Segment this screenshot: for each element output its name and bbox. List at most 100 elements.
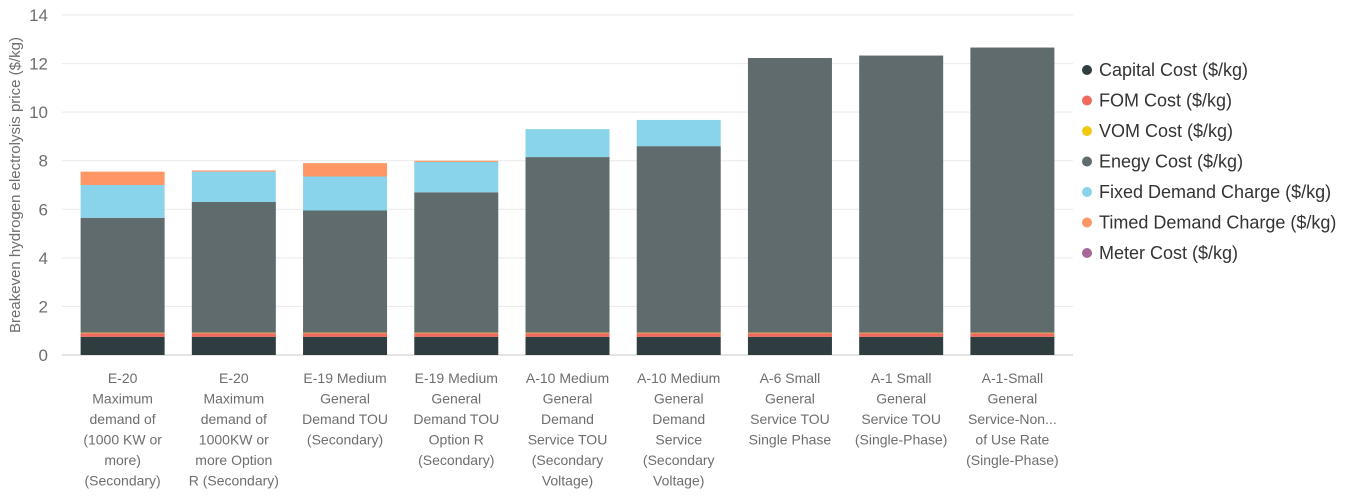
x-tick-label-line: Demand <box>652 411 705 427</box>
x-tick-label-line: Service TOU <box>528 432 608 448</box>
legend-label: Meter Cost ($/kg) <box>1099 243 1238 263</box>
legend-label: Enegy Cost ($/kg) <box>1099 152 1243 172</box>
x-tick-label: E-19 Medium General Demand TOU Option R (Sec… <box>413 370 499 468</box>
bar-segment <box>191 333 276 337</box>
legend-label: Timed Demand Charge ($/kg) <box>1099 213 1336 233</box>
x-tick-label-line: A-1 Small <box>871 370 932 386</box>
x-tick-label-line: E-19 Medium <box>415 370 498 386</box>
bar-segment <box>747 57 832 333</box>
x-tick-label: A-1-Small General Service-Non... of Use Rat… <box>966 370 1059 468</box>
bar-stack <box>859 55 944 355</box>
x-tick-label-line: Service TOU <box>750 411 830 427</box>
legend-label: Capital Cost ($/kg) <box>1099 60 1248 80</box>
legend-item: Capital Cost ($/kg) <box>1082 60 1248 80</box>
legend-swatch <box>1082 95 1092 106</box>
x-tick-label: A-10 Medium General Demand Service (Secondar… <box>637 370 720 489</box>
x-tick-label-line: more) <box>104 452 141 468</box>
x-tick-label-line: demand of <box>201 411 267 427</box>
bar-segment <box>414 333 499 337</box>
x-tick-label-line: General <box>431 391 481 407</box>
x-tick-label-line: A-10 Medium <box>637 370 720 386</box>
bar-segment <box>414 160 499 162</box>
bar-segment <box>636 333 721 337</box>
x-tick-label-line: R (Secondary) <box>189 473 279 489</box>
x-tick-label-line: Service TOU <box>861 411 941 427</box>
bar-segment <box>525 129 610 158</box>
legend-item: Enegy Cost ($/kg) <box>1082 152 1243 172</box>
x-tick-label-line: (Secondary <box>643 452 715 468</box>
x-tick-label-line: General <box>654 391 704 407</box>
bar-segment <box>636 336 721 355</box>
y-tick-label: 14 <box>29 6 48 25</box>
x-tick-label-line: (Secondary) <box>418 452 494 468</box>
x-tick-label-line: more Option <box>195 452 272 468</box>
x-tick-label-line: E-20 <box>219 370 249 386</box>
bar-segment <box>303 210 388 333</box>
bar-segment <box>303 176 388 211</box>
x-tick-label-line: General <box>765 391 815 407</box>
bar-segment <box>970 333 1055 337</box>
x-tick-label: E-20 Maximum demand of (1000 KW or more) (Sec… <box>83 370 162 489</box>
y-tick-label: 6 <box>39 200 48 219</box>
legend-item: Timed Demand Charge ($/kg) <box>1082 213 1336 233</box>
bar-segment <box>414 161 499 193</box>
bar-stack <box>80 171 165 355</box>
bar-stack <box>191 170 276 355</box>
x-tick-label: E-20 Maximum demand of 1000KW or more Option… <box>189 370 279 489</box>
x-tick-label-line: Demand TOU <box>413 411 499 427</box>
legend-label: FOM Cost ($/kg) <box>1099 91 1232 111</box>
bar-segment <box>191 336 276 355</box>
x-tick-label-line: E-19 Medium <box>303 370 386 386</box>
x-axis-labels: E-20 Maximum demand of (1000 KW or more) (Sec… <box>83 370 1058 489</box>
legend-swatch <box>1082 126 1092 136</box>
x-tick-label-line: (Secondary <box>532 452 604 468</box>
bar-segment <box>525 157 610 333</box>
bar-segment <box>80 185 165 218</box>
bar-segment <box>303 336 388 355</box>
bar-stack <box>747 57 832 355</box>
bar-segment <box>859 336 944 355</box>
bar-segment <box>414 192 499 333</box>
x-tick-label-line: Maximum <box>92 391 153 407</box>
bar-segment <box>80 217 165 333</box>
bar-segment <box>191 170 276 172</box>
legend-label: VOM Cost ($/kg) <box>1099 121 1233 141</box>
x-tick-label-line: General <box>320 391 370 407</box>
y-axis-label: Breakeven hydrogen electrolysis price ($… <box>7 37 24 333</box>
bar-segment <box>80 333 165 337</box>
legend-swatch <box>1082 156 1092 167</box>
legend-item: FOM Cost ($/kg) <box>1082 91 1232 111</box>
bar-segment <box>303 333 388 337</box>
bar-segment <box>747 336 832 355</box>
x-tick-label-line: A-6 Small <box>760 370 821 386</box>
x-tick-label-line: 1000KW or <box>199 432 269 448</box>
x-tick-label-line: Demand <box>541 411 594 427</box>
x-tick-label: E-19 Medium General Demand TOU (Secondary) <box>302 370 388 448</box>
x-tick-label-line: (Single-Phase) <box>855 432 948 448</box>
x-tick-label-line: General <box>543 391 593 407</box>
x-tick-label-line: A-10 Medium <box>526 370 609 386</box>
x-tick-label-line: A-1-Small <box>982 370 1043 386</box>
y-tick-label: 12 <box>29 55 48 74</box>
bar-stack <box>970 47 1055 355</box>
legend-label: Fixed Demand Charge ($/kg) <box>1099 182 1331 202</box>
x-tick-label-line: General <box>876 391 926 407</box>
x-tick-label-line: Voltage) <box>653 473 704 489</box>
x-tick-label-line: demand of <box>90 411 156 427</box>
bar-segment <box>191 171 276 202</box>
x-tick-label-line: Option R <box>429 432 484 448</box>
legend-item: Fixed Demand Charge ($/kg) <box>1082 182 1331 202</box>
bar-segment <box>191 202 276 333</box>
bar-segment <box>859 333 944 337</box>
bars <box>80 47 1055 355</box>
y-tick-label: 2 <box>39 297 48 316</box>
x-tick-label: A-1 Small General Service TOU (Single-Phase… <box>855 370 948 448</box>
x-tick-label-line: Demand TOU <box>302 411 388 427</box>
legend-swatch <box>1082 187 1092 197</box>
y-tick-label: 10 <box>29 103 48 122</box>
legend-swatch <box>1082 65 1092 75</box>
bar-segment <box>525 336 610 355</box>
bar-segment <box>303 163 388 177</box>
legend-swatch <box>1082 248 1092 258</box>
